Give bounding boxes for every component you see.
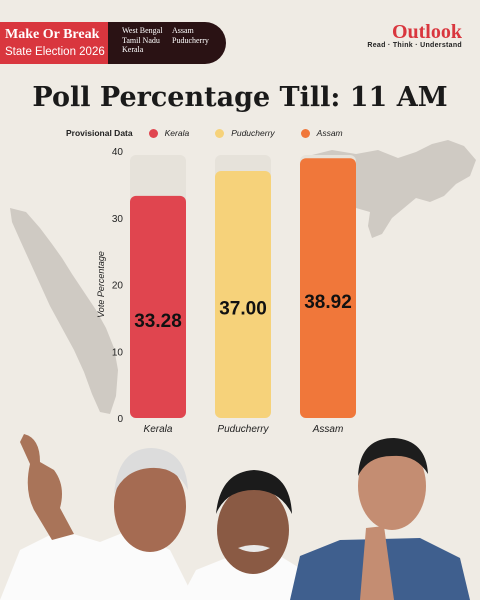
- state-name: Tamil Nadu: [122, 35, 160, 45]
- outlook-logo: Outlook Read · Think · Understand: [367, 22, 462, 49]
- leader-photo-center: [180, 470, 318, 600]
- logo-name: Outlook: [391, 21, 462, 43]
- legend-text-puducherry: Puducherry: [231, 128, 275, 138]
- poll-percentage-bar-chart: 0 10 20 30 40 Vote Percentage 33.28 Kerala 37.00…: [96, 147, 356, 435]
- states-list-col1: West Bengal Tamil Nadu Kerala: [122, 26, 162, 55]
- x-tick-label: Kerala: [144, 424, 173, 435]
- legend-text-assam: Assam: [316, 128, 343, 138]
- legend-item-puducherry: Puducherry: [215, 128, 275, 138]
- legend-label: Provisional Data: [66, 128, 133, 138]
- x-tick-label: Assam: [312, 424, 344, 435]
- bar-value-label: 33.28: [134, 311, 182, 332]
- legend-dot-puducherry: [215, 128, 225, 138]
- leaders-photo-collage: [0, 434, 470, 600]
- bar: [215, 171, 271, 418]
- legend-text-kerala: Kerala: [164, 128, 190, 138]
- logo-tagline: Read · Think · Understand: [367, 42, 462, 49]
- legend-item-kerala: Kerala: [148, 128, 190, 138]
- series-title: Make Or Break: [5, 27, 100, 42]
- state-name: Puducherry: [172, 35, 209, 45]
- x-tick-label: Puducherry: [217, 424, 269, 435]
- bar-value-label: 37.00: [219, 299, 267, 320]
- y-tick-label: 30: [112, 214, 124, 225]
- bar: [130, 195, 186, 418]
- legend-dot-kerala: [148, 128, 158, 138]
- state-name: West Bengal: [122, 26, 163, 35]
- legend-dot-assam: [300, 128, 310, 138]
- leader-photo-left: [0, 434, 195, 600]
- legend-item-assam: Assam: [300, 128, 343, 138]
- y-tick-label: 10: [112, 347, 124, 358]
- series-subtitle: State Election 2026: [5, 46, 105, 58]
- kerala-map-silhouette: [10, 208, 118, 414]
- chart-legend: Provisional Data Kerala Puducherry Assam: [66, 127, 369, 139]
- chart-title: Poll Percentage Till: 11 AM: [32, 82, 448, 113]
- state-name: Assam: [172, 26, 194, 35]
- leader-photo-right: [290, 438, 470, 600]
- series-title-block: Make Or Break State Election 2026: [0, 22, 108, 64]
- y-tick-label: 40: [112, 147, 124, 158]
- election-series-badge: Make Or Break State Election 2026 West B…: [0, 22, 226, 64]
- bar: [300, 158, 356, 419]
- bar-value-label: 38.92: [304, 292, 352, 313]
- state-name: Kerala: [122, 45, 144, 54]
- states-list-col2: Assam Puducherry: [172, 26, 209, 45]
- y-axis-label: Vote Percentage: [96, 251, 106, 318]
- y-tick-label: 20: [112, 281, 124, 292]
- y-tick-label: 0: [117, 414, 123, 425]
